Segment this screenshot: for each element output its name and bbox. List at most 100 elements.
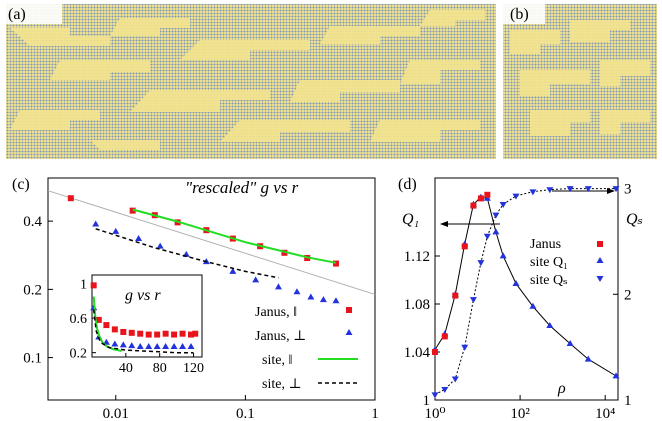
inset-point	[179, 330, 186, 337]
legend-d-square	[597, 241, 603, 247]
inset-point	[192, 330, 199, 337]
legend-d-janus: Janus	[530, 237, 561, 252]
janus-point	[484, 191, 491, 198]
chart-c-title: "rescaled" g vs r	[185, 178, 299, 197]
chart-d-panel-label: (d)	[398, 176, 417, 193]
site-qs-point	[477, 260, 485, 267]
inset-point	[111, 326, 118, 333]
inset-point	[145, 331, 152, 338]
inset-point	[145, 343, 153, 350]
x-tick-label: 1	[371, 406, 379, 421]
series-line-2	[132, 208, 337, 264]
janus-point	[452, 292, 459, 299]
site-qs-point	[441, 387, 449, 394]
legend-square-marker	[346, 307, 352, 313]
inset-line-3	[92, 309, 194, 354]
y-tick-label: 0.1	[23, 351, 42, 367]
site-qs-point	[431, 392, 439, 399]
site-q1-point	[529, 302, 537, 309]
chart-c-legend: Janus, ‖ Janus, ⊥ site, ‖ site, ⊥	[255, 305, 358, 392]
chart-d-legend: Janus site Q₁ site Qₛ	[530, 237, 604, 288]
d-x-tick-label: 10⁴	[595, 406, 615, 421]
data-point	[252, 276, 260, 283]
data-point	[281, 249, 288, 256]
site-qs-line	[434, 188, 617, 396]
site-q1-point	[566, 340, 574, 346]
x-tick-label: 0.1	[236, 406, 255, 421]
inset-point	[103, 322, 110, 329]
legend-janus-par: Janus, ‖	[255, 305, 297, 320]
panel-a-label: (a)	[8, 6, 26, 23]
inset-point	[136, 343, 144, 350]
site-qs-point	[529, 189, 537, 196]
site-qs-point	[612, 186, 620, 193]
legend-triangle-marker	[345, 329, 353, 335]
site-qs-point	[584, 186, 592, 193]
inset-x-tick-label: 80	[153, 361, 167, 376]
site-qs-point	[492, 212, 500, 219]
inset-x-tick-label: 40	[119, 361, 133, 376]
inset-title: g vs r	[125, 287, 161, 304]
site-qs-point	[546, 187, 554, 194]
y-left-label: Q₁	[402, 211, 419, 228]
inset-x-tick-label: 120	[183, 361, 204, 376]
data-point	[274, 283, 282, 290]
data-point	[156, 242, 164, 249]
series-line-3	[95, 228, 279, 279]
arrow-left-head	[440, 221, 448, 227]
data-point	[92, 220, 100, 227]
d-y-left-tick-label: 1.08	[404, 297, 430, 313]
chart-d: (d) Q₁ Qₛ ρ 10⁰ 10² 10⁴ 1 1.04 1.08 1.12 1 2 3 Ja…	[398, 176, 643, 421]
data-point	[293, 288, 301, 295]
site-q1-point	[499, 252, 507, 259]
arrow-right-head	[607, 188, 615, 194]
janus-point	[470, 202, 477, 209]
inset-point	[154, 331, 161, 338]
chart-c: (c) "rescaled" g vs r 0.01 0.1 10.10.20.4 …	[12, 176, 379, 421]
inset-point	[128, 329, 135, 336]
data-point	[319, 296, 327, 303]
legend-d-triangle-down	[596, 276, 604, 282]
d-y-left-tick-label: 1.04	[404, 345, 431, 361]
data-point	[332, 260, 339, 267]
d-y-right-tick-label: 2	[624, 287, 632, 303]
inset-y-tick-label: 0.6	[70, 312, 88, 327]
inset-point	[188, 331, 194, 338]
inset-point	[187, 343, 195, 350]
inset-point	[179, 343, 187, 350]
legend-d-site-qs: site Qₛ	[530, 273, 568, 288]
x-axis-label: ρ	[557, 380, 566, 397]
panel-b-label: (b)	[510, 6, 529, 23]
site-qs-point	[566, 186, 574, 193]
d-x-tick-label: 10²	[510, 406, 530, 421]
inset-y-tick-label: 0.2	[70, 347, 88, 362]
janus-point	[441, 333, 448, 340]
site-q1-point	[546, 322, 554, 328]
site-q1-point	[612, 372, 620, 379]
site-q1-point	[584, 355, 592, 362]
y-tick-label: 0.4	[23, 214, 42, 230]
inset-y-tick-label: 1	[80, 278, 87, 293]
reference-line	[47, 190, 376, 295]
data-point	[332, 297, 340, 304]
inset-point	[95, 316, 102, 323]
inset-point	[162, 330, 169, 337]
data-point	[135, 234, 143, 241]
inset-point	[119, 341, 127, 348]
d-y-right-tick-label: 3	[624, 182, 632, 198]
data-point	[307, 293, 315, 300]
inset-point	[102, 338, 110, 345]
janus-point	[461, 243, 468, 250]
x-tick-label: 0.01	[103, 406, 129, 421]
legend-site-par: site, ‖	[262, 353, 292, 368]
site-qs-point	[469, 297, 477, 304]
inset-point	[120, 328, 127, 335]
inset-frame	[91, 274, 203, 358]
legend-d-triangle	[596, 257, 604, 263]
inset-point	[162, 343, 170, 350]
legend-d-site-q1: site Q₁	[530, 255, 568, 270]
inset-point	[170, 343, 178, 350]
inset-point	[137, 330, 144, 337]
site-q1-point	[512, 280, 520, 286]
